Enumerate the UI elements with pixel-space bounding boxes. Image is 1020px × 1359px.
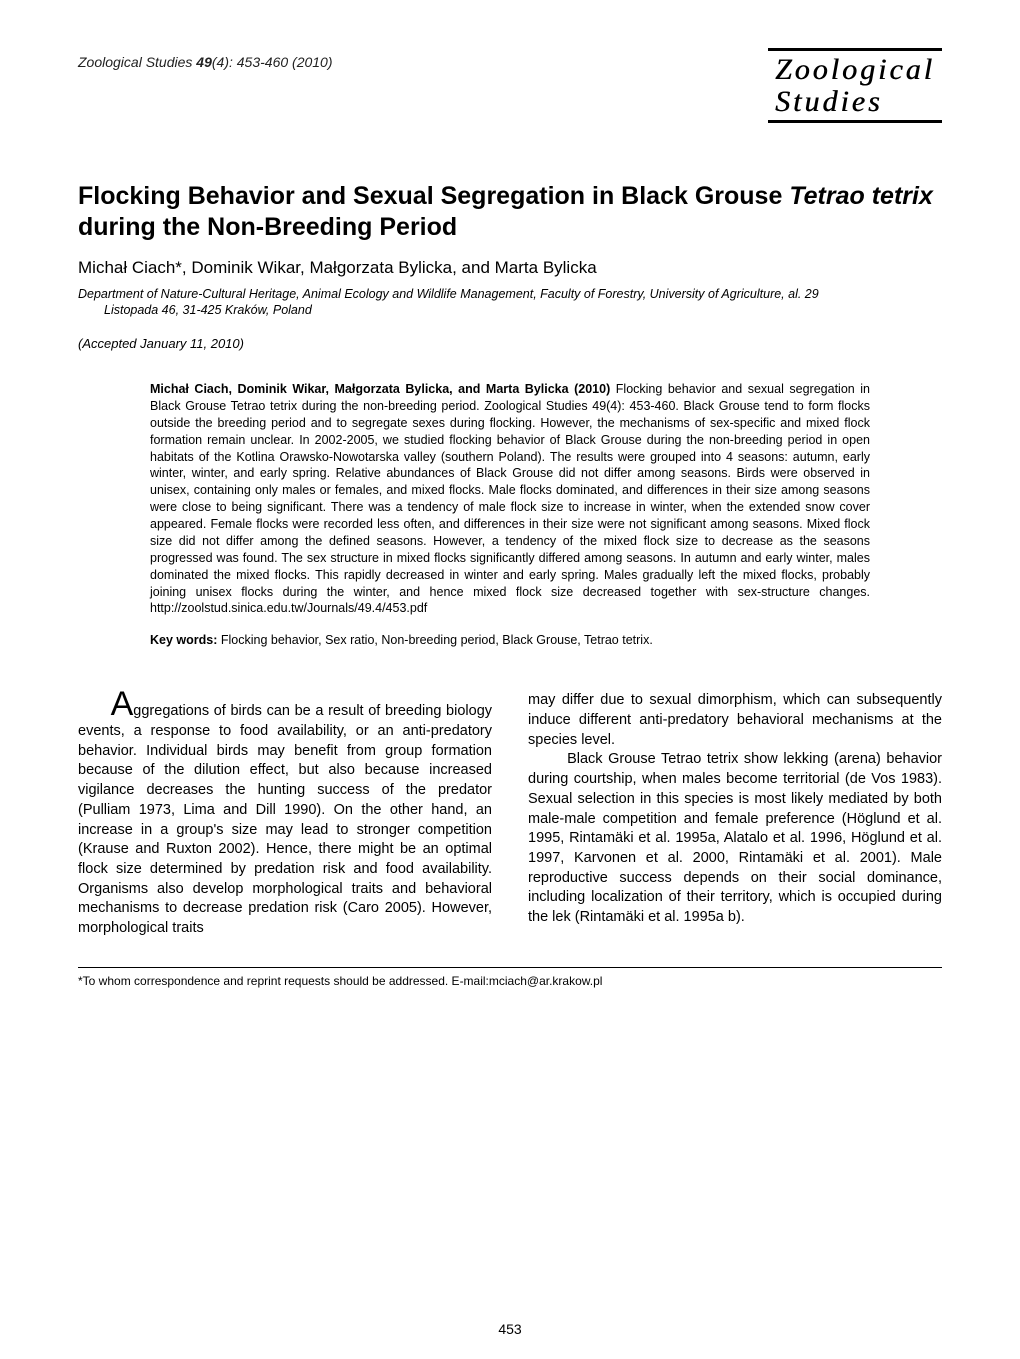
journal-logo: Zoological Studies bbox=[768, 48, 942, 123]
page-number: 453 bbox=[0, 1321, 1020, 1337]
column-1: Aggregations of birds can be a result of… bbox=[78, 691, 492, 939]
affiliation-line-1: Department of Nature-Cultural Heritage, … bbox=[78, 287, 819, 301]
dropcap: A bbox=[111, 685, 134, 723]
affiliation-line-2: Listopada 46, 31-425 Kraków, Poland bbox=[78, 302, 942, 318]
col2-paragraph-2: Black Grouse Tetrao tetrix show lekking … bbox=[528, 750, 942, 927]
column-2: may differ due to sexual dimorphism, whi… bbox=[528, 691, 942, 939]
col1-text: ggregations of birds can be a result of … bbox=[78, 703, 492, 936]
logo-line-1: Zoological bbox=[775, 54, 935, 86]
abstract-lead: Michał Ciach, Dominik Wikar, Małgorzata … bbox=[150, 382, 610, 396]
abstract-block: Michał Ciach, Dominik Wikar, Małgorzata … bbox=[150, 381, 870, 617]
article-title: Flocking Behavior and Sexual Segregation… bbox=[78, 181, 942, 244]
col2-para2-text: Black Grouse Tetrao tetrix show lekking … bbox=[528, 751, 942, 925]
journal-ref-suffix: (4): 453-460 (2010) bbox=[212, 54, 333, 70]
affiliation: Department of Nature-Cultural Heritage, … bbox=[78, 286, 942, 319]
col2-paragraph-1: may differ due to sexual dimorphism, whi… bbox=[528, 691, 942, 750]
correspondence-footnote: *To whom correspondence and reprint requ… bbox=[78, 974, 942, 988]
title-part-1: Flocking Behavior and Sexual Segregation… bbox=[78, 182, 789, 210]
footnote-divider bbox=[78, 967, 942, 968]
page-header: Zoological Studies 49(4): 453-460 (2010)… bbox=[78, 48, 942, 123]
logo-line-2: Studies bbox=[775, 86, 935, 118]
col1-paragraph-1: Aggregations of birds can be a result of… bbox=[78, 691, 492, 939]
keywords-block: Key words: Flocking behavior, Sex ratio,… bbox=[150, 633, 870, 647]
journal-ref-volume: 49 bbox=[196, 54, 212, 70]
keywords-body: Flocking behavior, Sex ratio, Non-breedi… bbox=[217, 633, 652, 647]
author-list: Michał Ciach*, Dominik Wikar, Małgorzata… bbox=[78, 258, 942, 278]
title-part-2: during the Non-Breeding Period bbox=[78, 213, 457, 241]
journal-ref-prefix: Zoological Studies bbox=[78, 54, 196, 70]
journal-reference: Zoological Studies 49(4): 453-460 (2010) bbox=[78, 48, 333, 70]
body-text: Aggregations of birds can be a result of… bbox=[78, 691, 942, 939]
abstract-body: Flocking behavior and sexual segregation… bbox=[150, 382, 870, 615]
keywords-lead: Key words: bbox=[150, 633, 217, 647]
title-species: Tetrao tetrix bbox=[789, 182, 933, 210]
accepted-date: (Accepted January 11, 2010) bbox=[78, 336, 942, 351]
